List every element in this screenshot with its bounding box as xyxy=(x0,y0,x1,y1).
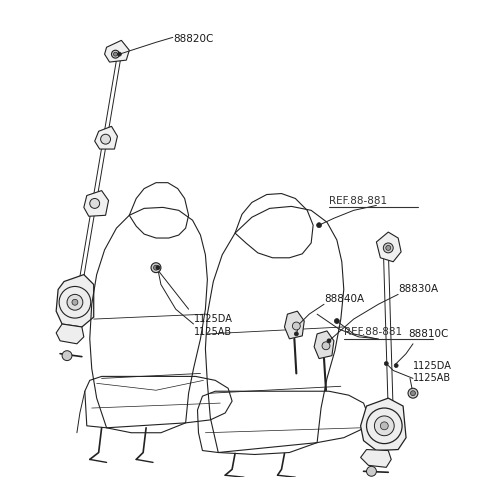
Circle shape xyxy=(101,134,110,144)
Polygon shape xyxy=(360,398,406,451)
Polygon shape xyxy=(56,275,94,327)
Polygon shape xyxy=(105,40,129,62)
Circle shape xyxy=(322,342,330,350)
Circle shape xyxy=(67,294,83,310)
Polygon shape xyxy=(285,311,304,339)
Circle shape xyxy=(118,52,121,56)
Circle shape xyxy=(380,422,388,430)
Text: 88810C: 88810C xyxy=(408,329,448,339)
Text: 1125DA: 1125DA xyxy=(413,360,452,371)
Polygon shape xyxy=(56,324,84,344)
Circle shape xyxy=(62,351,72,360)
Circle shape xyxy=(335,319,339,324)
Circle shape xyxy=(111,50,120,58)
Text: 1125AB: 1125AB xyxy=(193,327,232,337)
Circle shape xyxy=(90,199,100,208)
Circle shape xyxy=(113,52,118,56)
Circle shape xyxy=(294,332,298,336)
Circle shape xyxy=(72,300,78,305)
Text: 1125DA: 1125DA xyxy=(193,314,232,324)
Circle shape xyxy=(386,245,391,251)
Circle shape xyxy=(410,391,416,396)
Circle shape xyxy=(156,266,160,270)
Circle shape xyxy=(408,388,418,398)
Text: 88830A: 88830A xyxy=(398,285,438,294)
Text: 88820C: 88820C xyxy=(173,35,213,45)
Polygon shape xyxy=(95,126,118,149)
Circle shape xyxy=(154,265,158,270)
Polygon shape xyxy=(314,331,334,359)
Text: 88840A: 88840A xyxy=(324,294,364,304)
Circle shape xyxy=(327,339,331,343)
Text: REF.88-881: REF.88-881 xyxy=(329,195,387,205)
Polygon shape xyxy=(376,232,401,262)
Text: REF.88-881: REF.88-881 xyxy=(344,327,402,337)
Circle shape xyxy=(374,416,394,436)
Circle shape xyxy=(317,223,322,228)
Circle shape xyxy=(394,363,398,368)
Circle shape xyxy=(384,361,388,366)
Circle shape xyxy=(384,243,393,253)
Circle shape xyxy=(292,322,300,330)
Circle shape xyxy=(151,263,161,273)
Circle shape xyxy=(367,467,376,476)
Polygon shape xyxy=(360,450,391,468)
Polygon shape xyxy=(84,191,108,216)
Text: 1125AB: 1125AB xyxy=(413,373,451,384)
